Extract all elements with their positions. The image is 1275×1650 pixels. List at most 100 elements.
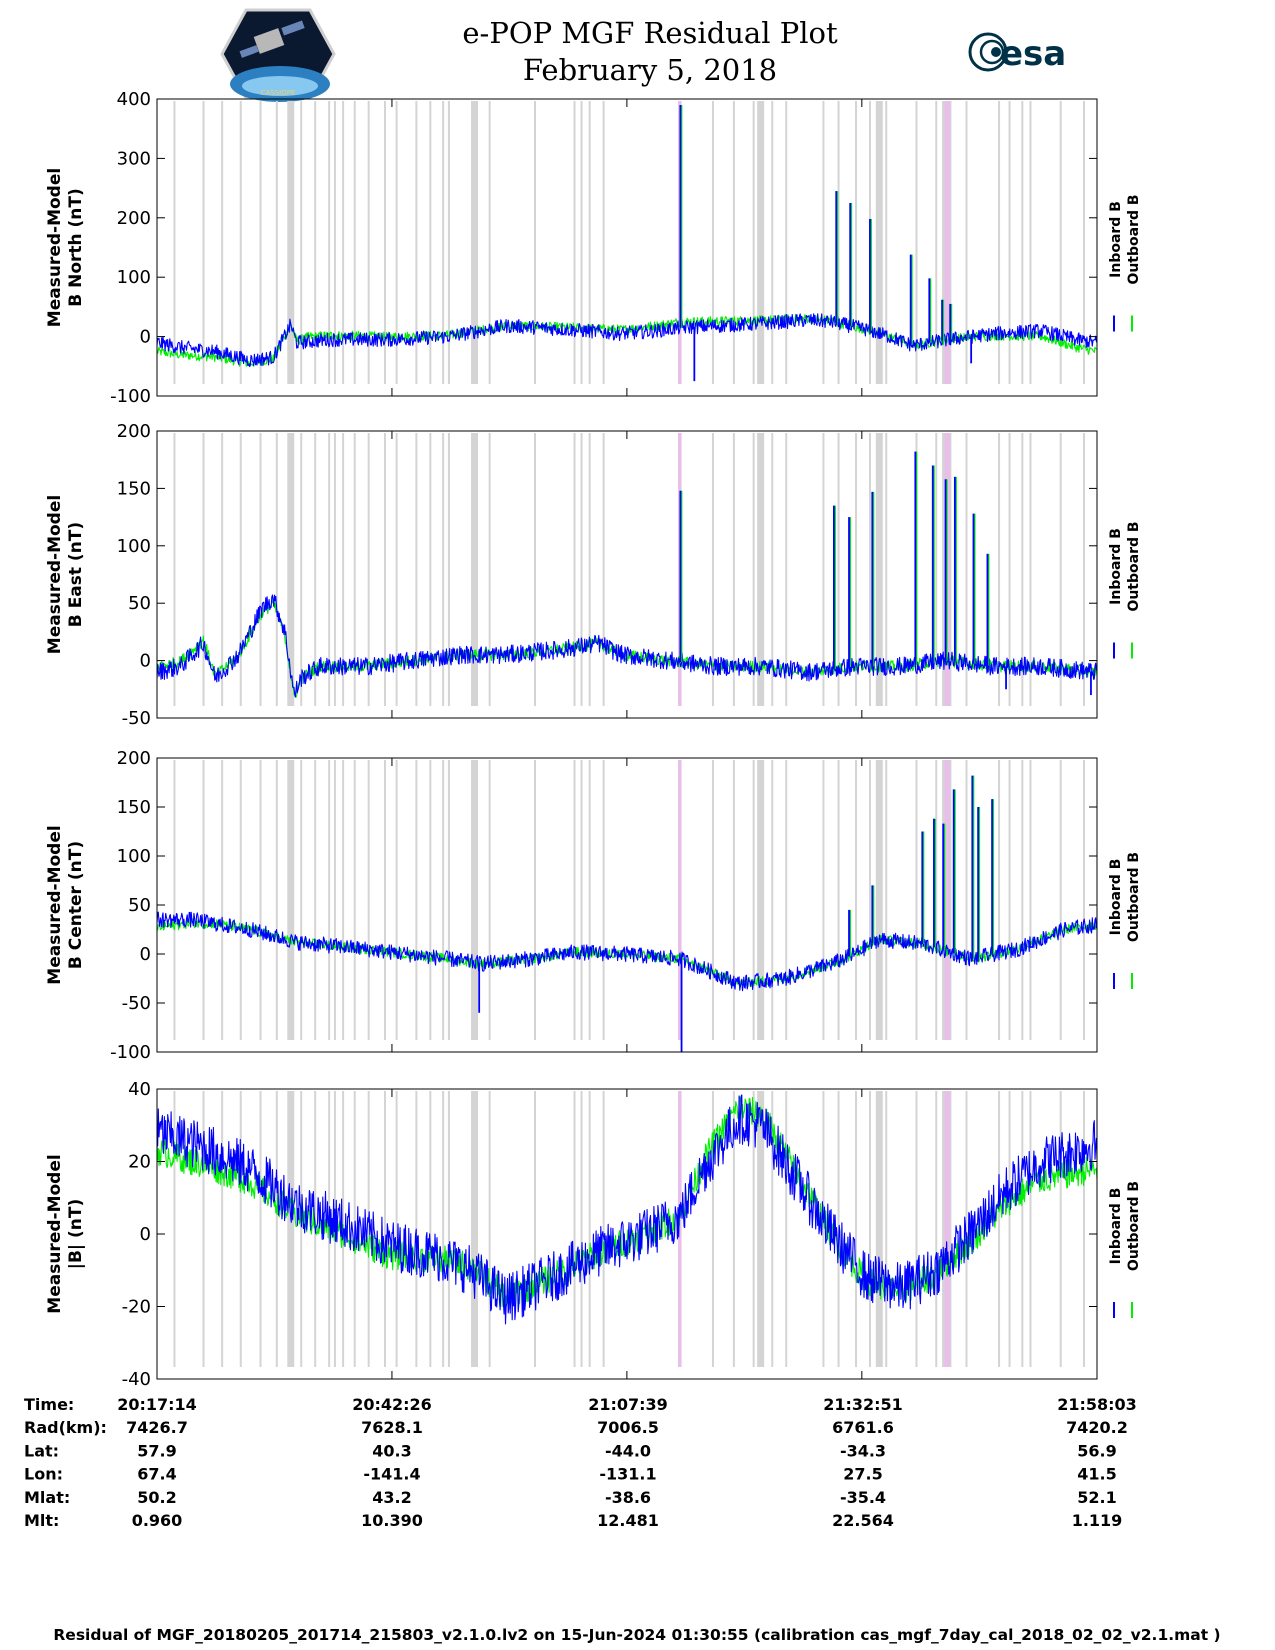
gap-band	[534, 760, 537, 1040]
cell-value: 50.2	[137, 1488, 176, 1507]
gap-band	[1021, 760, 1024, 1040]
gap-band	[1029, 433, 1032, 706]
gap-band	[711, 101, 714, 384]
y-axis-label: Measured-Model|B| (nT)	[45, 1154, 86, 1313]
gap-band	[173, 101, 176, 384]
panel-frame	[156, 98, 1098, 397]
gap-band	[429, 1091, 432, 1367]
legend: Inboard B Outboard B	[1108, 852, 1142, 989]
gap-band	[1082, 433, 1085, 706]
gap-band	[573, 760, 576, 1040]
gap-band	[885, 760, 888, 1040]
cell-value: 27.5	[843, 1465, 882, 1484]
svg-text:esa: esa	[1000, 34, 1066, 74]
gap-band	[383, 760, 386, 1040]
gap-band	[300, 760, 303, 1040]
gap-band	[752, 433, 755, 706]
y-tick-label: -100	[110, 1042, 151, 1063]
row-label: Mlat:	[24, 1488, 70, 1507]
gap-band	[287, 1091, 295, 1367]
plot-area	[157, 433, 1097, 706]
row-label: Lon:	[24, 1465, 63, 1484]
inboard-trace	[157, 911, 1097, 992]
gap-band	[287, 433, 295, 706]
gap-band	[367, 1091, 370, 1367]
legend-labels: Inboard B Outboard B	[1108, 521, 1142, 611]
gap-band	[239, 433, 242, 706]
gap-band	[173, 433, 176, 706]
gap-band	[711, 760, 714, 1040]
cell-value: 43.2	[372, 1488, 411, 1507]
gap-band	[573, 101, 576, 384]
gap-band	[328, 101, 331, 384]
gap-band	[239, 101, 242, 384]
gap-band	[1008, 101, 1011, 384]
gap-band	[275, 433, 278, 706]
gap-band	[395, 1091, 398, 1367]
gap-band	[935, 760, 938, 1040]
gap-band	[202, 433, 205, 706]
cell-value: 20:42:26	[352, 1395, 432, 1414]
y-tick-label: 0	[140, 944, 151, 965]
panel-frame	[156, 757, 1098, 1053]
y-tick-label: 50	[128, 593, 151, 614]
gap-band-pink	[678, 760, 682, 1040]
gap-band	[837, 433, 840, 706]
gap-band	[711, 433, 714, 706]
gap-band	[875, 760, 883, 1040]
gap-band	[1059, 1091, 1062, 1367]
gap-band	[855, 433, 858, 706]
gap-band	[580, 1091, 583, 1367]
y-tick-label: 100	[117, 267, 151, 288]
gap-band	[333, 760, 336, 1040]
gap-band	[415, 760, 418, 1040]
plot-area	[157, 101, 1097, 384]
gap-band	[383, 433, 386, 706]
cell-value: 52.1	[1077, 1488, 1116, 1507]
gap-band	[471, 101, 479, 384]
gap-band	[855, 101, 858, 384]
gap-band	[342, 760, 345, 1040]
cell-value: 22.564	[832, 1511, 894, 1530]
gap-band	[1008, 433, 1011, 706]
gap-band	[752, 101, 755, 384]
gap-band	[837, 101, 840, 384]
gap-band	[875, 101, 883, 384]
gap-band	[752, 760, 755, 1040]
gap-band	[259, 433, 262, 706]
cell-value: 21:58:03	[1057, 1395, 1137, 1414]
gap-band	[822, 760, 825, 1040]
cell-value: 57.9	[137, 1441, 176, 1460]
gap-band	[1021, 1091, 1024, 1367]
gap-band	[885, 1091, 888, 1367]
gap-band	[998, 101, 1001, 384]
gap-band	[1082, 1091, 1085, 1367]
gap-band	[342, 101, 345, 384]
panel-1: -100 0 100 200 300 400 Measured-ModelB North (…	[45, 89, 1142, 407]
y-tick-label: 300	[117, 148, 151, 169]
cell-value: -38.6	[605, 1488, 651, 1507]
gap-band	[580, 101, 583, 384]
gap-band	[573, 433, 576, 706]
gap-band	[259, 101, 262, 384]
legend: Inboard B Outboard B	[1108, 1181, 1142, 1318]
gap-band	[1029, 760, 1032, 1040]
gap-band	[580, 760, 583, 1040]
gap-band	[588, 760, 591, 1040]
gap-band	[602, 760, 605, 1040]
y-tick-label: 200	[117, 748, 151, 769]
title-line-1: e-POP MGF Residual Plot	[462, 16, 838, 50]
y-axis-label: Measured-ModelB Center (nT)	[45, 825, 86, 984]
gap-band	[915, 1091, 918, 1367]
y-tick-label: 50	[128, 895, 151, 916]
gap-band	[573, 1091, 576, 1367]
gap-band	[785, 760, 788, 1040]
cell-value: -131.1	[599, 1465, 656, 1484]
gap-band	[1021, 433, 1024, 706]
gap-band	[471, 1091, 479, 1367]
gap-band-pink	[678, 1091, 682, 1367]
gap-band	[534, 433, 537, 706]
gap-band	[875, 433, 883, 706]
row-label: Rad(km):	[24, 1418, 107, 1437]
